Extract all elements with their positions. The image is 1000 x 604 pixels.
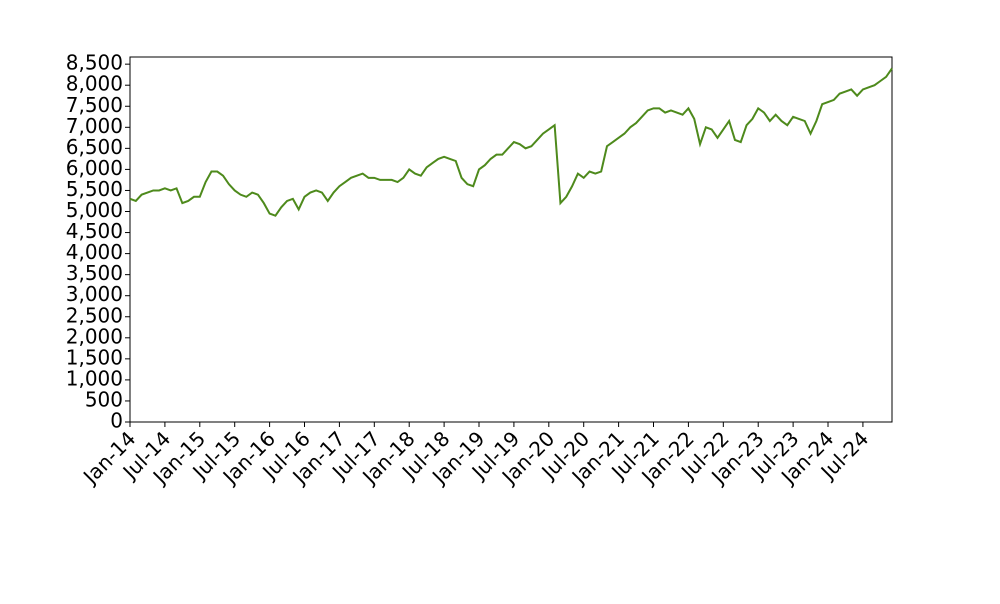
y-tick-label: 8,000 (66, 72, 123, 96)
y-tick-label: 0 (110, 409, 123, 433)
y-tick-label: 1,000 (66, 366, 123, 390)
y-tick-label: 1,500 (66, 345, 123, 369)
y-tick-label: 4,500 (66, 219, 123, 243)
y-tick-label: 4,000 (66, 240, 123, 264)
y-tick-label: 5,000 (66, 198, 123, 222)
y-tick-label: 3,500 (66, 261, 123, 285)
y-tick-label: 8,500 (66, 51, 123, 75)
y-tick-label: 2,000 (66, 324, 123, 348)
y-tick-label: 6,000 (66, 156, 123, 180)
y-tick-label: 7,500 (66, 93, 123, 117)
y-tick-label: 7,000 (66, 114, 123, 138)
y-tick-label: 3,000 (66, 282, 123, 306)
series-line (129, 67, 893, 217)
y-tick-label: 2,500 (66, 303, 123, 327)
y-tick-label: 5,500 (66, 177, 123, 201)
y-tick-label: 6,500 (66, 135, 123, 159)
y-tick-label: 500 (85, 387, 123, 411)
plot-frame (129, 56, 893, 423)
